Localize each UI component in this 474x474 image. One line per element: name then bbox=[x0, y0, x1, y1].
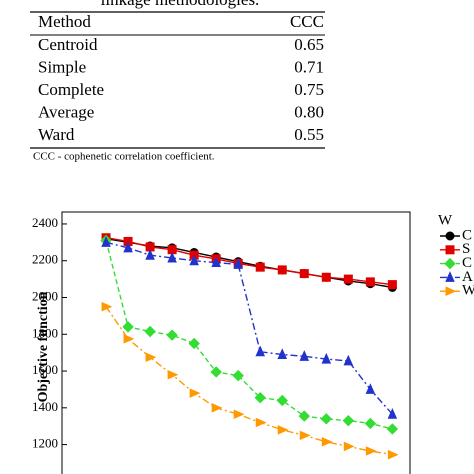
marker bbox=[277, 425, 289, 435]
legend-marker bbox=[445, 286, 457, 296]
marker bbox=[255, 345, 265, 357]
marker bbox=[387, 449, 399, 460]
table-cell: 0.75 bbox=[294, 80, 324, 99]
marker bbox=[342, 414, 355, 427]
marker bbox=[365, 383, 376, 394]
marker bbox=[166, 329, 178, 341]
marker bbox=[386, 423, 399, 435]
marker bbox=[144, 325, 156, 338]
marker bbox=[122, 321, 134, 333]
plot-frame bbox=[61, 211, 411, 474]
marker bbox=[277, 265, 287, 275]
legend-marker bbox=[445, 245, 455, 255]
y-tick-label: 2400 bbox=[32, 215, 58, 230]
marker bbox=[276, 394, 288, 407]
marker bbox=[232, 369, 244, 382]
legend-label: W bbox=[462, 283, 474, 299]
table-cell: Complete bbox=[38, 80, 104, 99]
table-cell: Average bbox=[38, 102, 94, 121]
marker bbox=[233, 409, 245, 420]
legend-marker bbox=[445, 271, 455, 282]
marker bbox=[387, 280, 397, 290]
marker bbox=[343, 441, 355, 452]
marker bbox=[255, 262, 265, 272]
table-cell: Simple bbox=[38, 57, 86, 76]
marker bbox=[299, 430, 311, 441]
marker bbox=[210, 366, 222, 378]
table-header: Method bbox=[38, 12, 91, 31]
marker bbox=[167, 251, 177, 263]
legend-title: W bbox=[438, 212, 453, 228]
y-tick-label: 1800 bbox=[32, 325, 58, 340]
marker bbox=[123, 334, 135, 344]
legend-marker bbox=[445, 231, 455, 241]
y-tick-label: 2000 bbox=[32, 288, 58, 303]
marker bbox=[101, 301, 113, 312]
table-cell: 0.55 bbox=[294, 125, 324, 144]
y-tick-label: 1600 bbox=[32, 362, 58, 377]
legend-label: C bbox=[462, 255, 472, 271]
marker bbox=[321, 352, 332, 364]
marker bbox=[167, 369, 179, 380]
marker bbox=[211, 256, 221, 268]
legend-label: S bbox=[462, 241, 470, 257]
marker bbox=[188, 337, 200, 350]
marker bbox=[343, 274, 353, 284]
table-cell: Ward bbox=[38, 125, 75, 144]
y-tick-label: 2200 bbox=[32, 252, 58, 267]
table-cell: 0.65 bbox=[294, 35, 324, 54]
marker bbox=[321, 437, 333, 447]
marker bbox=[123, 241, 133, 253]
legend-marker bbox=[444, 257, 456, 270]
y-tick-label: 1400 bbox=[32, 399, 58, 414]
marker bbox=[277, 348, 288, 359]
legend-label: C bbox=[462, 227, 472, 243]
marker bbox=[211, 403, 223, 413]
marker bbox=[365, 277, 375, 287]
marker bbox=[145, 248, 155, 260]
table-header: CCC bbox=[290, 12, 324, 31]
series-line bbox=[105, 241, 393, 415]
table-cell: Centroid bbox=[38, 35, 98, 54]
marker bbox=[364, 417, 377, 430]
legend-label: A bbox=[462, 269, 473, 285]
marker bbox=[233, 258, 243, 269]
table-cell: 0.71 bbox=[294, 57, 324, 76]
marker bbox=[365, 446, 377, 456]
table-title: linkage methodologies. bbox=[101, 0, 260, 9]
marker bbox=[189, 388, 201, 398]
marker bbox=[254, 391, 266, 404]
marker bbox=[299, 269, 309, 279]
table-note: CCC - cophenetic correlation coefficient… bbox=[33, 151, 215, 163]
marker bbox=[298, 410, 310, 422]
marker bbox=[299, 350, 310, 361]
marker bbox=[387, 408, 398, 419]
marker bbox=[189, 254, 199, 266]
marker bbox=[321, 272, 331, 282]
table-cell: 0.80 bbox=[294, 102, 324, 121]
y-axis-label: Objective function bbox=[36, 291, 51, 402]
marker bbox=[320, 413, 333, 425]
marker bbox=[101, 236, 111, 247]
y-tick-label: 1200 bbox=[32, 436, 58, 451]
marker bbox=[343, 354, 354, 366]
marker bbox=[255, 417, 267, 428]
marker bbox=[145, 352, 157, 363]
